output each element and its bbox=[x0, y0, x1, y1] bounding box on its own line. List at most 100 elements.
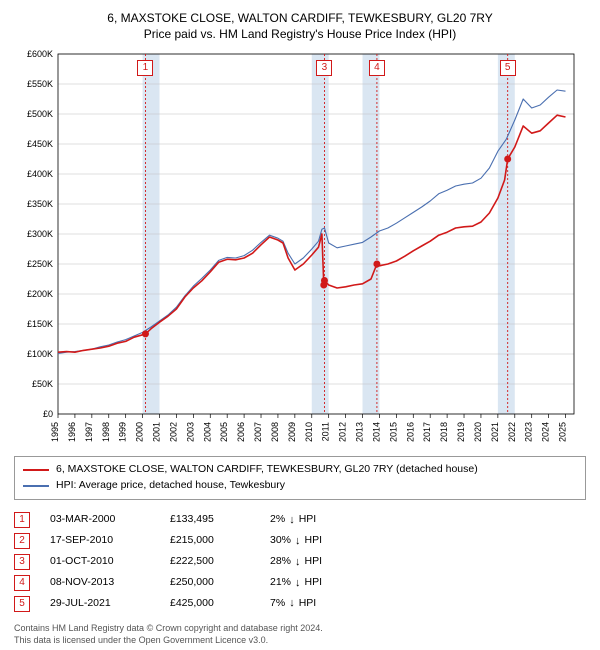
diff-vs: HPI bbox=[305, 531, 323, 551]
transaction-index: 4 bbox=[14, 575, 30, 591]
footer: Contains HM Land Registry data © Crown c… bbox=[14, 622, 586, 646]
svg-text:2024: 2024 bbox=[541, 422, 551, 442]
footer-line1: Contains HM Land Registry data © Crown c… bbox=[14, 622, 586, 634]
svg-text:2012: 2012 bbox=[338, 422, 348, 442]
svg-text:£550K: £550K bbox=[27, 79, 53, 89]
svg-text:2001: 2001 bbox=[152, 422, 162, 442]
svg-text:2022: 2022 bbox=[507, 422, 517, 442]
footer-line2: This data is licensed under the Open Gov… bbox=[14, 634, 586, 646]
svg-text:£100K: £100K bbox=[27, 349, 53, 359]
svg-text:£600K: £600K bbox=[27, 49, 53, 59]
transaction-date: 03-MAR-2000 bbox=[50, 510, 150, 530]
arrow-down-icon: ↓ bbox=[295, 573, 301, 594]
diff-pct: 28% bbox=[270, 552, 291, 572]
chart-title: 6, MAXSTOKE CLOSE, WALTON CARDIFF, TEWKE… bbox=[14, 10, 586, 42]
legend-label: 6, MAXSTOKE CLOSE, WALTON CARDIFF, TEWKE… bbox=[56, 462, 478, 478]
transaction-row: 2 17-SEP-2010 £215,000 30%↓HPI bbox=[14, 531, 586, 552]
svg-text:£250K: £250K bbox=[27, 259, 53, 269]
arrow-down-icon: ↓ bbox=[289, 593, 295, 614]
arrow-down-icon: ↓ bbox=[289, 510, 295, 531]
transaction-index: 2 bbox=[14, 533, 30, 549]
chart-marker-5: 5 bbox=[500, 60, 516, 76]
legend-item-0: 6, MAXSTOKE CLOSE, WALTON CARDIFF, TEWKE… bbox=[23, 462, 577, 478]
price-chart: £0£50K£100K£150K£200K£250K£300K£350K£400… bbox=[14, 48, 586, 448]
svg-text:2018: 2018 bbox=[439, 422, 449, 442]
transaction-row: 1 03-MAR-2000 £133,495 2%↓HPI bbox=[14, 510, 586, 531]
arrow-down-icon: ↓ bbox=[295, 531, 301, 552]
svg-text:1996: 1996 bbox=[67, 422, 77, 442]
transaction-index: 1 bbox=[14, 512, 30, 528]
title-line1: 6, MAXSTOKE CLOSE, WALTON CARDIFF, TEWKE… bbox=[14, 10, 586, 26]
transaction-price: £215,000 bbox=[170, 531, 250, 551]
title-line2: Price paid vs. HM Land Registry's House … bbox=[14, 26, 586, 42]
transaction-date: 29-JUL-2021 bbox=[50, 594, 150, 614]
svg-text:2000: 2000 bbox=[135, 422, 145, 442]
arrow-down-icon: ↓ bbox=[295, 552, 301, 573]
svg-text:£400K: £400K bbox=[27, 169, 53, 179]
svg-text:2011: 2011 bbox=[321, 422, 331, 441]
svg-text:2005: 2005 bbox=[219, 422, 229, 442]
diff-vs: HPI bbox=[305, 573, 323, 593]
transaction-price: £133,495 bbox=[170, 510, 250, 530]
legend-label: HPI: Average price, detached house, Tewk… bbox=[56, 478, 285, 494]
svg-text:2021: 2021 bbox=[490, 422, 500, 442]
svg-text:2006: 2006 bbox=[236, 422, 246, 442]
svg-text:£450K: £450K bbox=[27, 139, 53, 149]
transaction-diff: 21%↓HPI bbox=[270, 573, 322, 594]
transactions-table: 103-MAR-2000£133,4952%↓HPI217-SEP-2010£2… bbox=[14, 510, 586, 614]
svg-text:1995: 1995 bbox=[50, 422, 60, 442]
chart-svg: £0£50K£100K£150K£200K£250K£300K£350K£400… bbox=[14, 48, 586, 448]
transaction-row: 3 01-OCT-2010 £222,500 28%↓HPI bbox=[14, 552, 586, 573]
svg-text:2013: 2013 bbox=[355, 422, 365, 442]
svg-text:2019: 2019 bbox=[456, 422, 466, 442]
svg-text:1998: 1998 bbox=[101, 422, 111, 442]
svg-text:£500K: £500K bbox=[27, 109, 53, 119]
svg-text:£200K: £200K bbox=[27, 289, 53, 299]
transaction-row: 408-NOV-2013£250,00021%↓HPI bbox=[14, 573, 586, 594]
svg-text:2008: 2008 bbox=[270, 422, 280, 442]
svg-text:2007: 2007 bbox=[253, 422, 263, 442]
transaction-index: 3 bbox=[14, 554, 30, 570]
legend-swatch bbox=[23, 485, 49, 487]
diff-vs: HPI bbox=[305, 552, 323, 572]
transaction-date: 17-SEP-2010 bbox=[50, 531, 150, 551]
diff-pct: 7% bbox=[270, 594, 285, 614]
diff-pct: 2% bbox=[270, 510, 285, 530]
transaction-date: 08-NOV-2013 bbox=[50, 573, 150, 593]
svg-text:1997: 1997 bbox=[84, 422, 94, 442]
svg-text:2023: 2023 bbox=[524, 422, 534, 442]
svg-text:£350K: £350K bbox=[27, 199, 53, 209]
svg-text:£300K: £300K bbox=[27, 229, 53, 239]
diff-pct: 30% bbox=[270, 531, 291, 551]
svg-text:2016: 2016 bbox=[405, 422, 415, 442]
svg-text:2025: 2025 bbox=[558, 422, 568, 442]
svg-text:2010: 2010 bbox=[304, 422, 314, 442]
svg-text:2017: 2017 bbox=[422, 422, 432, 442]
transaction-index: 5 bbox=[14, 596, 30, 612]
svg-text:2004: 2004 bbox=[202, 422, 212, 442]
svg-text:1999: 1999 bbox=[118, 422, 128, 442]
svg-text:2020: 2020 bbox=[473, 422, 483, 442]
legend-item-1: HPI: Average price, detached house, Tewk… bbox=[23, 478, 577, 494]
diff-pct: 21% bbox=[270, 573, 291, 593]
svg-text:2015: 2015 bbox=[388, 422, 398, 442]
transaction-diff: 30%↓HPI bbox=[270, 531, 322, 552]
legend-swatch bbox=[23, 469, 49, 471]
svg-text:2003: 2003 bbox=[185, 422, 195, 442]
svg-text:2014: 2014 bbox=[371, 422, 381, 442]
svg-text:£50K: £50K bbox=[32, 379, 53, 389]
diff-vs: HPI bbox=[299, 594, 317, 614]
legend: 6, MAXSTOKE CLOSE, WALTON CARDIFF, TEWKE… bbox=[14, 456, 586, 500]
transaction-diff: 7%↓HPI bbox=[270, 593, 316, 614]
transaction-date: 01-OCT-2010 bbox=[50, 552, 150, 572]
diff-vs: HPI bbox=[299, 510, 317, 530]
transaction-price: £222,500 bbox=[170, 552, 250, 572]
chart-marker-1: 1 bbox=[137, 60, 153, 76]
svg-text:2002: 2002 bbox=[168, 422, 178, 442]
transaction-row: 5 29-JUL-2021 £425,000 7%↓HPI bbox=[14, 593, 586, 614]
svg-text:£0: £0 bbox=[43, 409, 53, 419]
transaction-diff: 28%↓HPI bbox=[270, 552, 322, 573]
chart-marker-3: 3 bbox=[316, 60, 332, 76]
transaction-price: £425,000 bbox=[170, 594, 250, 614]
svg-text:2009: 2009 bbox=[287, 422, 297, 442]
